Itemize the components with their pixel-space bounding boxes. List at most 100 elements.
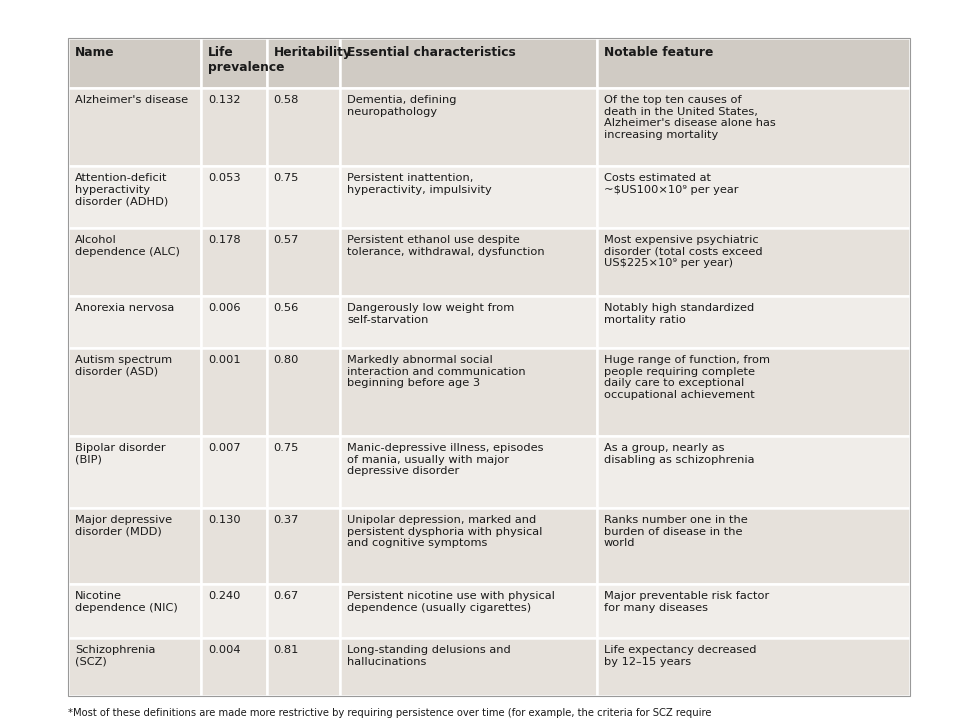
Bar (340, 296, 597, 348)
Bar (267, 638, 340, 696)
Bar (597, 228, 910, 296)
Text: Attention-deficit
hyperactivity
disorder (ADHD): Attention-deficit hyperactivity disorder… (75, 173, 168, 206)
Text: Life
prevalence: Life prevalence (208, 46, 284, 74)
Text: Autism spectrum
disorder (ASD): Autism spectrum disorder (ASD) (75, 355, 172, 377)
Text: Costs estimated at
~$US100×10⁹ per year: Costs estimated at ~$US100×10⁹ per year (604, 173, 738, 194)
Bar (68, 38, 910, 696)
Bar (68, 638, 201, 696)
Bar (68, 38, 201, 88)
Bar (340, 88, 597, 166)
Bar (340, 436, 597, 508)
Bar (597, 296, 910, 348)
Text: 0.132: 0.132 (208, 95, 241, 105)
Bar (267, 584, 340, 638)
Bar (597, 88, 910, 166)
Text: Long-standing delusions and
hallucinations: Long-standing delusions and hallucinatio… (347, 645, 511, 667)
Bar (201, 508, 267, 584)
Bar (267, 88, 340, 166)
Bar (267, 228, 340, 296)
Text: Heritability: Heritability (274, 46, 351, 59)
Text: 0.37: 0.37 (274, 515, 300, 525)
Text: Dangerously low weight from
self-starvation: Dangerously low weight from self-starvat… (347, 303, 515, 325)
Text: As a group, nearly as
disabling as schizophrenia: As a group, nearly as disabling as schiz… (604, 443, 755, 464)
Text: 0.001: 0.001 (208, 355, 241, 365)
Bar (597, 38, 910, 88)
Bar (201, 38, 267, 88)
Bar (597, 348, 910, 436)
Text: 0.81: 0.81 (274, 645, 300, 655)
Text: Manic-depressive illness, episodes
of mania, usually with major
depressive disor: Manic-depressive illness, episodes of ma… (347, 443, 543, 476)
Bar (201, 296, 267, 348)
Text: Unipolar depression, marked and
persistent dysphoria with physical
and cognitive: Unipolar depression, marked and persiste… (347, 515, 542, 548)
Bar (201, 436, 267, 508)
Text: Most expensive psychiatric
disorder (total costs exceed
US$225×10⁹ per year): Most expensive psychiatric disorder (tot… (604, 235, 762, 268)
Text: Nicotine
dependence (NIC): Nicotine dependence (NIC) (75, 591, 178, 613)
Bar (340, 348, 597, 436)
Bar (68, 584, 201, 638)
Bar (340, 584, 597, 638)
Bar (201, 348, 267, 436)
Text: Huge range of function, from
people requiring complete
daily care to exceptional: Huge range of function, from people requ… (604, 355, 770, 400)
Text: Life expectancy decreased
by 12–15 years: Life expectancy decreased by 12–15 years (604, 645, 756, 667)
Text: Major preventable risk factor
for many diseases: Major preventable risk factor for many d… (604, 591, 769, 613)
Text: 0.75: 0.75 (274, 173, 300, 183)
Bar (267, 166, 340, 228)
Bar (267, 296, 340, 348)
Bar (340, 166, 597, 228)
Text: 0.58: 0.58 (274, 95, 300, 105)
Bar (597, 638, 910, 696)
Text: Notably high standardized
mortality ratio: Notably high standardized mortality rati… (604, 303, 754, 325)
Bar (597, 584, 910, 638)
Bar (267, 38, 340, 88)
Text: 0.053: 0.053 (208, 173, 241, 183)
Text: Markedly abnormal social
interaction and communication
beginning before age 3: Markedly abnormal social interaction and… (347, 355, 525, 388)
Bar (68, 228, 201, 296)
Text: Essential characteristics: Essential characteristics (347, 46, 516, 59)
Bar (68, 348, 201, 436)
Bar (340, 508, 597, 584)
Bar (201, 638, 267, 696)
Text: Name: Name (75, 46, 114, 59)
Text: Persistent ethanol use despite
tolerance, withdrawal, dysfunction: Persistent ethanol use despite tolerance… (347, 235, 544, 256)
Bar (201, 584, 267, 638)
Text: 0.004: 0.004 (208, 645, 241, 655)
Text: 0.130: 0.130 (208, 515, 241, 525)
Text: Of the top ten causes of
death in the United States,
Alzheimer's disease alone h: Of the top ten causes of death in the Un… (604, 95, 776, 140)
Bar (68, 296, 201, 348)
Text: 0.80: 0.80 (274, 355, 300, 365)
Bar (597, 166, 910, 228)
Text: Ranks number one in the
burden of disease in the
world: Ranks number one in the burden of diseas… (604, 515, 748, 548)
Bar (340, 228, 597, 296)
Bar (68, 166, 201, 228)
Text: 0.007: 0.007 (208, 443, 241, 453)
Bar (201, 88, 267, 166)
Text: Schizophrenia
(SCZ): Schizophrenia (SCZ) (75, 645, 156, 667)
Text: 0.240: 0.240 (208, 591, 240, 601)
Text: Notable feature: Notable feature (604, 46, 713, 59)
Bar (597, 436, 910, 508)
Text: 0.006: 0.006 (208, 303, 241, 313)
Text: 0.67: 0.67 (274, 591, 299, 601)
Text: Anorexia nervosa: Anorexia nervosa (75, 303, 175, 313)
Bar (340, 638, 597, 696)
Bar (68, 508, 201, 584)
Text: Alzheimer's disease: Alzheimer's disease (75, 95, 188, 105)
Text: 0.57: 0.57 (274, 235, 300, 245)
Bar (597, 508, 910, 584)
Text: *Most of these definitions are made more restrictive by requiring persistence ov: *Most of these definitions are made more… (68, 708, 724, 720)
Bar (68, 436, 201, 508)
Bar (201, 228, 267, 296)
Bar (267, 508, 340, 584)
Text: Dementia, defining
neuropathology: Dementia, defining neuropathology (347, 95, 456, 117)
Text: Bipolar disorder
(BIP): Bipolar disorder (BIP) (75, 443, 166, 464)
Bar (340, 38, 597, 88)
Text: 0.178: 0.178 (208, 235, 241, 245)
Bar (267, 436, 340, 508)
Text: Persistent inattention,
hyperactivity, impulsivity: Persistent inattention, hyperactivity, i… (347, 173, 492, 194)
Text: Major depressive
disorder (MDD): Major depressive disorder (MDD) (75, 515, 172, 536)
Text: Alcohol
dependence (ALC): Alcohol dependence (ALC) (75, 235, 180, 256)
Bar (267, 348, 340, 436)
Text: 0.56: 0.56 (274, 303, 299, 313)
Text: 0.75: 0.75 (274, 443, 300, 453)
Text: Persistent nicotine use with physical
dependence (usually cigarettes): Persistent nicotine use with physical de… (347, 591, 555, 613)
